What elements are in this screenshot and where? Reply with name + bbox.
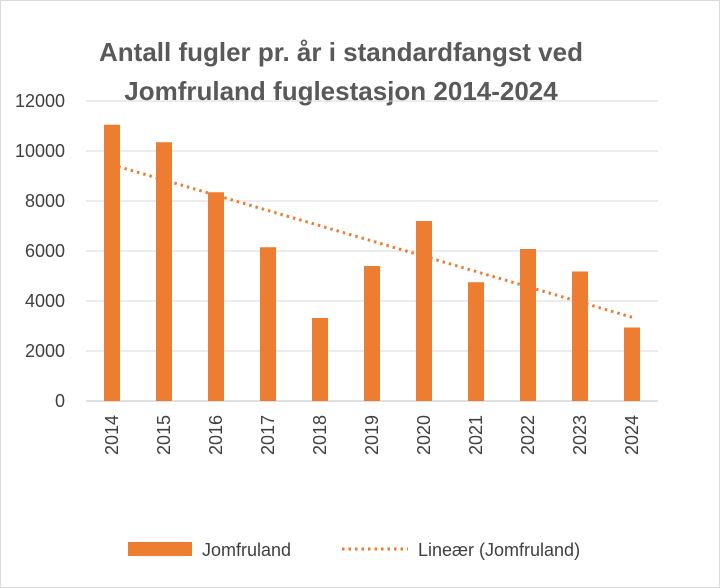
x-tick-label: 2018 xyxy=(310,415,330,455)
x-tick-label: 2019 xyxy=(362,415,382,455)
y-tick-label: 0 xyxy=(55,391,65,411)
bar-2014 xyxy=(104,124,120,401)
x-tick-label: 2021 xyxy=(466,415,486,455)
y-tick-label: 12000 xyxy=(15,91,65,111)
y-tick-label: 8000 xyxy=(25,191,65,211)
bar-series xyxy=(104,124,640,401)
x-tick-label: 2015 xyxy=(154,415,174,455)
y-tick-label: 2000 xyxy=(25,341,65,361)
x-tick-label: 2023 xyxy=(570,415,590,455)
bar-2023 xyxy=(572,271,588,401)
x-tick-label: 2017 xyxy=(258,415,278,455)
y-tick-label: 4000 xyxy=(25,291,65,311)
bar-2024 xyxy=(624,327,640,401)
x-tick-label: 2014 xyxy=(102,415,122,455)
x-tick-label: 2022 xyxy=(518,415,538,455)
bar-2022 xyxy=(520,249,536,401)
x-tick-label: 2024 xyxy=(622,415,642,455)
bar-2016 xyxy=(208,192,224,401)
y-tick-label: 6000 xyxy=(25,241,65,261)
x-tick-label: 2020 xyxy=(414,415,434,455)
y-tick-label: 10000 xyxy=(15,141,65,161)
bar-2017 xyxy=(260,247,276,401)
chart-title-line-1: Antall fugler pr. år i standardfangst ve… xyxy=(99,37,583,67)
legend-label-trendline: Lineær (Jomfruland) xyxy=(418,540,580,560)
bar-2020 xyxy=(416,221,432,401)
legend: Jomfruland Lineær (Jomfruland) xyxy=(128,540,580,560)
bar-2015 xyxy=(156,142,172,401)
bar-2021 xyxy=(468,282,484,401)
legend-label-jomfruland: Jomfruland xyxy=(202,540,291,560)
chart-title: Antall fugler pr. år i standardfangst ve… xyxy=(99,37,583,106)
bar-2019 xyxy=(364,266,380,401)
x-tick-label: 2016 xyxy=(206,415,226,455)
legend-swatch-jomfruland xyxy=(128,542,192,556)
bar-2018 xyxy=(312,318,328,401)
y-axis-ticks: 0 2000 4000 6000 8000 10000 12000 xyxy=(15,91,65,411)
x-axis-ticks: 2014 2015 2016 2017 2018 2019 2020 2021 2022 2023… xyxy=(102,415,642,455)
